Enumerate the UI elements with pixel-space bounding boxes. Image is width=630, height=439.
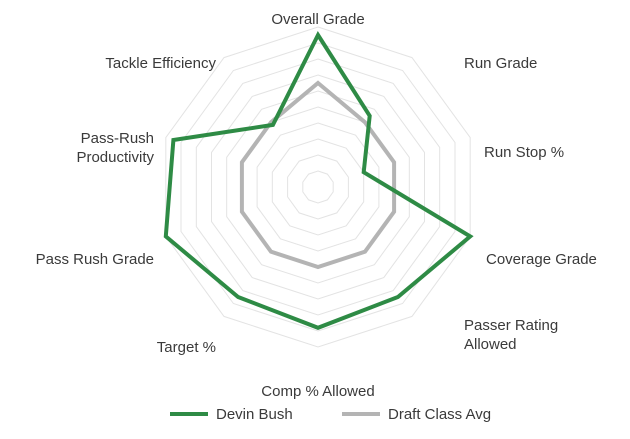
axis-label-pass-rush-grade: Pass Rush Grade: [36, 251, 154, 268]
legend-label-draft-class-avg: Draft Class Avg: [388, 406, 491, 423]
axis-label-comp-allowed: Comp % Allowed: [261, 383, 374, 400]
grid-ring-2: [287, 154, 349, 220]
axis-label-run-stop: Run Stop %: [484, 144, 564, 161]
legend-label-devin-bush: Devin Bush: [216, 406, 293, 423]
grid-ring-9: [180, 42, 456, 332]
axis-label-pass-rush-productivity: Pass-Rush Productivity: [76, 130, 154, 166]
series-line-devin-bush: [163, 30, 474, 330]
grid-ring-4: [256, 122, 380, 252]
grid-ring-6: [226, 90, 410, 284]
axis-label-run-grade: Run Grade: [464, 55, 537, 72]
series-line-draft-class-avg: [239, 80, 397, 270]
axis-label-tackle-efficiency: Tackle Efficiency: [105, 55, 216, 72]
legend: Devin Bush Draft Class Avg: [170, 406, 491, 423]
grid-ring-10: [165, 26, 471, 348]
axis-label-passer-rating-allowed: Passer Rating Allowed: [464, 317, 558, 353]
grid-ring-3: [271, 138, 365, 236]
axis-label-overall-grade: Overall Grade: [271, 11, 364, 28]
radar-series: [163, 30, 474, 330]
grid-ring-8: [195, 58, 441, 316]
axis-label-target: Target %: [157, 339, 216, 356]
radar-axis-labels: Overall Grade Run Grade Run Stop % Coverage…: [36, 11, 597, 400]
grid-ring-1: [302, 170, 334, 204]
axis-label-coverage-grade: Coverage Grade: [486, 251, 597, 268]
radar-grid: [165, 26, 471, 348]
